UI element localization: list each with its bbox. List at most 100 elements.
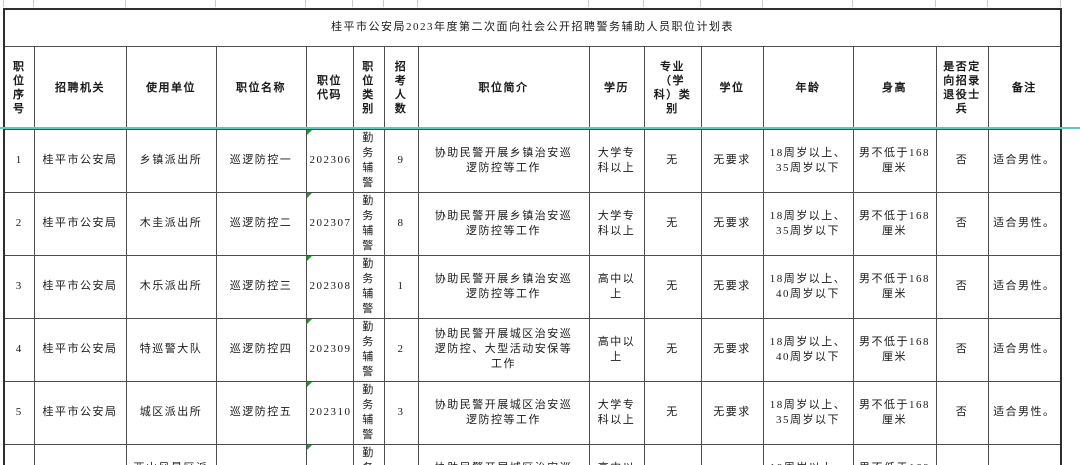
table-cell[interactable]: 18周岁以上、 35周岁以下 bbox=[762, 380, 854, 445]
table-cell[interactable]: 3 bbox=[383, 380, 419, 445]
column-header[interactable]: 职 位 类 别 bbox=[352, 45, 385, 130]
column-header[interactable]: 职 位 序 号 bbox=[3, 45, 35, 130]
table-cell[interactable]: 18周岁以上、 40周岁以下 bbox=[762, 254, 854, 319]
table-cell[interactable]: 否 bbox=[935, 380, 989, 445]
table-cell[interactable]: 否 bbox=[935, 254, 989, 319]
table-cell[interactable]: 勤务 辅警 bbox=[352, 254, 385, 319]
table-cell[interactable]: 否 bbox=[935, 317, 989, 382]
table-cell[interactable]: 18周岁以上、 35周岁以下 bbox=[762, 443, 854, 465]
table-cell[interactable]: 勤务 辅警 bbox=[352, 380, 385, 445]
column-header[interactable]: 使用单位 bbox=[125, 45, 217, 130]
table-cell[interactable]: 高中以 上 bbox=[588, 254, 645, 319]
column-header[interactable]: 专业 （学 科）类 别 bbox=[643, 45, 702, 130]
column-header[interactable]: 职位名称 bbox=[215, 45, 307, 130]
table-cell[interactable]: 高中以 上 bbox=[588, 317, 645, 382]
table-cell[interactable]: 否 bbox=[935, 191, 989, 256]
table-cell[interactable]: 木圭派出所 bbox=[125, 191, 217, 256]
column-header[interactable]: 招聘机关 bbox=[33, 45, 127, 130]
table-cell[interactable]: 勤务 辅警 bbox=[352, 443, 385, 465]
column-header[interactable]: 职位 代码 bbox=[305, 45, 354, 130]
table-cell[interactable]: 无 bbox=[643, 317, 702, 382]
table-cell[interactable]: 协助民警开展乡镇治安巡 逻防控等工作 bbox=[417, 191, 590, 256]
table-cell[interactable]: 男不低于168 厘米 bbox=[852, 380, 937, 445]
table-cell[interactable]: 桂平市公安局 bbox=[33, 191, 127, 256]
table-cell[interactable]: 9 bbox=[383, 128, 419, 193]
table-cell[interactable]: 否 bbox=[935, 128, 989, 193]
table-cell[interactable]: 大学专 科以上 bbox=[588, 380, 645, 445]
column-header[interactable]: 职位简介 bbox=[417, 45, 590, 130]
table-cell[interactable]: 无 bbox=[643, 254, 702, 319]
table-cell[interactable]: 巡逻防控一 bbox=[215, 128, 307, 193]
table-cell[interactable]: 巡逻防控四 bbox=[215, 317, 307, 382]
table-cell[interactable]: 适合男性。 bbox=[987, 128, 1062, 193]
table-cell[interactable]: 无 bbox=[643, 191, 702, 256]
table-cell[interactable]: 适合男性。 bbox=[987, 380, 1062, 445]
column-header[interactable]: 年龄 bbox=[762, 45, 854, 130]
table-cell[interactable]: 6 bbox=[3, 443, 35, 465]
table-cell[interactable]: 无要求 bbox=[700, 443, 764, 465]
table-title[interactable]: 桂平市公安局2023年度第二次面向社会公开招聘警务辅助人员职位计划表 bbox=[3, 8, 1062, 47]
table-cell[interactable]: 桂平市公安局 bbox=[33, 128, 127, 193]
table-cell[interactable]: 男不低于168 厘米 bbox=[852, 254, 937, 319]
table-cell[interactable]: 5 bbox=[3, 380, 35, 445]
table-cell[interactable]: 18周岁以上、 35周岁以下 bbox=[762, 191, 854, 256]
table-cell[interactable]: 桂平市公安局 bbox=[33, 443, 127, 465]
table-cell[interactable]: 勤务 辅警 bbox=[352, 317, 385, 382]
table-cell[interactable]: 男不低于168 厘米 bbox=[852, 191, 937, 256]
table-cell[interactable]: 协助民警开展城区治安巡 逻防控等工作 bbox=[417, 443, 590, 465]
table-cell[interactable]: 协助民警开展城区治安巡 逻防控、大型活动安保等 工作 bbox=[417, 317, 590, 382]
table-cell[interactable]: 勤务 辅警 bbox=[352, 191, 385, 256]
table-cell[interactable]: 协助民警开展城区治安巡 逻防控等工作 bbox=[417, 380, 590, 445]
table-cell[interactable]: 适合男性。 bbox=[987, 443, 1062, 465]
table-cell[interactable]: 202308 bbox=[305, 254, 354, 319]
table-cell[interactable]: 无 bbox=[643, 380, 702, 445]
table-cell[interactable]: 202311 bbox=[305, 443, 354, 465]
table-cell[interactable]: 西山风景区派 出所 bbox=[125, 443, 217, 465]
table-cell[interactable]: 202309 bbox=[305, 317, 354, 382]
table-cell[interactable]: 巡逻防控三 bbox=[215, 254, 307, 319]
table-cell[interactable]: 巡逻防控五 bbox=[215, 380, 307, 445]
table-cell[interactable]: 桂平市公安局 bbox=[33, 254, 127, 319]
table-cell[interactable]: 男不低于168 厘米 bbox=[852, 128, 937, 193]
table-cell[interactable]: 18周岁以上、 35周岁以下 bbox=[762, 128, 854, 193]
table-cell[interactable]: 适合男性。 bbox=[987, 254, 1062, 319]
table-cell[interactable]: 202310 bbox=[305, 380, 354, 445]
table-cell[interactable]: 适合男性。 bbox=[987, 191, 1062, 256]
table-cell[interactable]: 3 bbox=[3, 254, 35, 319]
table-cell[interactable]: 桂平市公安局 bbox=[33, 380, 127, 445]
table-cell[interactable]: 4 bbox=[3, 317, 35, 382]
table-cell[interactable]: 桂平市公安局 bbox=[33, 317, 127, 382]
table-cell[interactable]: 无要求 bbox=[700, 380, 764, 445]
table-cell[interactable]: 男不低于168 厘米 bbox=[852, 443, 937, 465]
table-cell[interactable]: 202306 bbox=[305, 128, 354, 193]
column-header[interactable]: 是否定 向招录 退役士 兵 bbox=[935, 45, 989, 130]
table-cell[interactable]: 勤务 辅警 bbox=[352, 128, 385, 193]
table-cell[interactable]: 巡逻防控六 bbox=[215, 443, 307, 465]
table-cell[interactable]: 无要求 bbox=[700, 254, 764, 319]
table-cell[interactable]: 无要求 bbox=[700, 317, 764, 382]
table-cell[interactable]: 协助民警开展乡镇治安巡 逻防控等工作 bbox=[417, 254, 590, 319]
table-cell[interactable]: 无 bbox=[643, 443, 702, 465]
table-cell[interactable]: 1 bbox=[3, 128, 35, 193]
table-cell[interactable]: 协助民警开展乡镇治安巡 逻防控等工作 bbox=[417, 128, 590, 193]
table-cell[interactable]: 特巡警大队 bbox=[125, 317, 217, 382]
table-cell[interactable]: 无要求 bbox=[700, 191, 764, 256]
column-header[interactable]: 招 考 人 数 bbox=[383, 45, 419, 130]
table-cell[interactable]: 木乐派出所 bbox=[125, 254, 217, 319]
table-cell[interactable]: 2 bbox=[383, 317, 419, 382]
column-header[interactable]: 身高 bbox=[852, 45, 937, 130]
table-cell[interactable]: 无 bbox=[643, 128, 702, 193]
table-cell[interactable]: 无要求 bbox=[700, 128, 764, 193]
table-cell[interactable]: 高中以 上 bbox=[588, 443, 645, 465]
table-cell[interactable]: 城区派出所 bbox=[125, 380, 217, 445]
column-header[interactable]: 学历 bbox=[588, 45, 645, 130]
table-cell[interactable]: 18周岁以上、 40周岁以下 bbox=[762, 317, 854, 382]
table-cell[interactable]: 1 bbox=[383, 254, 419, 319]
table-cell[interactable]: 202307 bbox=[305, 191, 354, 256]
column-header[interactable]: 学位 bbox=[700, 45, 764, 130]
table-cell[interactable]: 2 bbox=[3, 191, 35, 256]
table-cell[interactable]: 否 bbox=[935, 443, 989, 465]
table-cell[interactable]: 适合男性。 bbox=[987, 317, 1062, 382]
table-cell[interactable]: 男不低于168 厘米 bbox=[852, 317, 937, 382]
table-cell[interactable]: 大学专 科以上 bbox=[588, 128, 645, 193]
